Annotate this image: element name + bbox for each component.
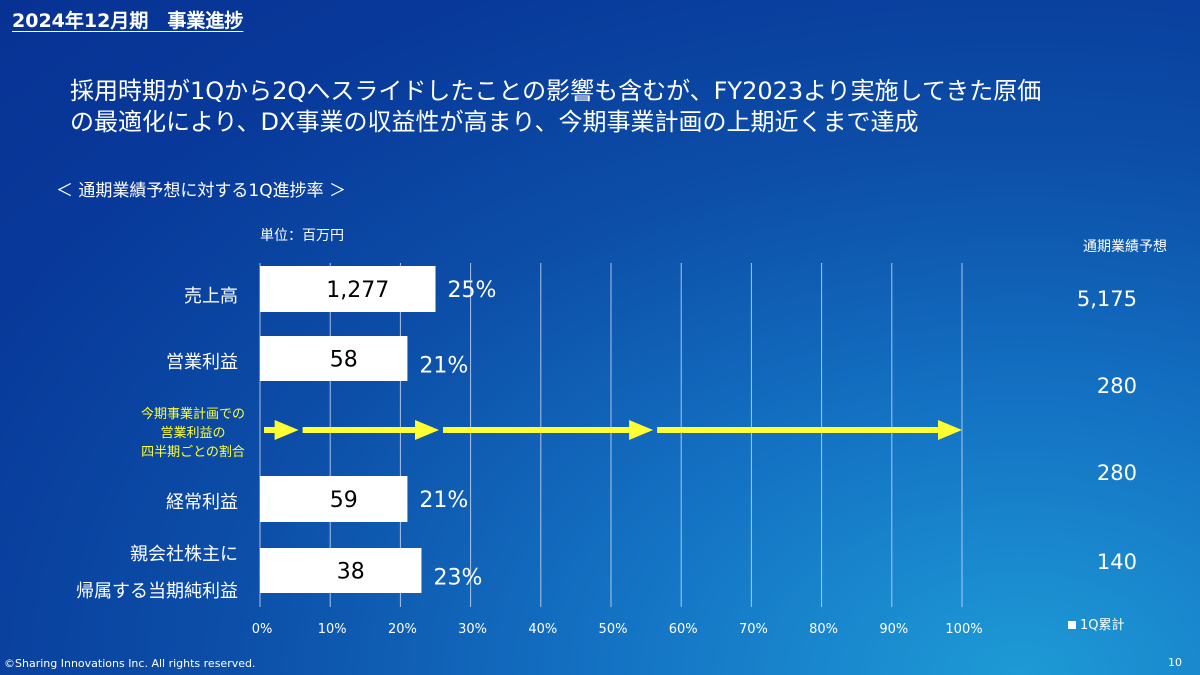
category-label-0-0: 売上高	[184, 286, 238, 307]
x-tick-label-3: 30%	[458, 622, 487, 637]
annotation-line-3: 四半期ごとの割合	[141, 445, 245, 460]
category-label-2-0: 経常利益	[166, 492, 238, 513]
copyright: ©Sharing Innovations Inc. All rights res…	[4, 657, 256, 670]
bar-1	[260, 336, 408, 381]
bar-pct-label-3: 23%	[433, 566, 482, 591]
unit-label: 単位：百万円	[260, 228, 344, 244]
forecast-header: 通期業績予想	[1083, 239, 1167, 255]
x-tick-label-2: 20%	[388, 622, 417, 637]
bar-pct-label-0: 25%	[448, 278, 497, 303]
chart-legend: 1Q累計	[1068, 614, 1125, 633]
arrow-head-1	[415, 420, 440, 440]
x-tick-label-1: 10%	[318, 622, 347, 637]
arrow-head-2	[629, 420, 654, 440]
bar-pct-label-1: 21%	[419, 354, 468, 379]
bar-value-label-3: 38	[337, 560, 365, 585]
forecast-value-3: 140	[1096, 550, 1137, 574]
x-tick-label-0: 0%	[252, 622, 273, 637]
bar-value-label-2: 59	[330, 488, 358, 513]
quarterly-ratio-annotation: 今期事業計画での 営業利益の 四半期ごとの割合	[116, 405, 270, 462]
slide-title: 2024年12月期 事業進捗	[12, 10, 244, 32]
x-tick-label-8: 80%	[809, 622, 838, 637]
x-tick-label-7: 70%	[739, 622, 768, 637]
x-tick-label-4: 40%	[528, 622, 557, 637]
bar-value-label-0: 1,277	[326, 278, 389, 303]
x-tick-label-10: 100%	[945, 622, 982, 637]
chart-subheading: ＜ 通期業績予想に対する1Q進捗率 ＞	[56, 181, 347, 201]
bar-2	[260, 476, 408, 522]
headline: 採用時期が1Qから2Qへスライドしたことの影響も含むが、FY2023より実施して…	[70, 76, 1150, 138]
category-label-1-0: 営業利益	[166, 352, 238, 373]
bar-3	[260, 548, 422, 593]
page-number: 10	[1168, 656, 1182, 669]
forecast-value-2: 280	[1096, 461, 1137, 485]
forecast-value-0: 5,175	[1076, 287, 1137, 311]
bar-pct-label-2: 21%	[419, 488, 468, 513]
x-tick-label-9: 90%	[879, 622, 908, 637]
annotation-line-1: 今期事業計画での	[140, 407, 245, 422]
annotation-line-2: 営業利益の	[160, 426, 226, 441]
forecast-value-1: 280	[1096, 374, 1137, 398]
headline-line-1: 採用時期が1Qから2Qへスライドしたことの影響も含むが、FY2023より実施して…	[70, 77, 1042, 105]
legend-label: 1Q累計	[1080, 618, 1125, 633]
headline-line-2: の最適化により、DX事業の収益性が高まり、今期事業計画の上期近くまで達成	[70, 108, 919, 136]
category-label-3-0: 親会社株主に	[130, 544, 238, 565]
arrow-head-0	[274, 420, 299, 440]
x-tick-label-5: 50%	[599, 622, 628, 637]
arrow-head-3	[938, 420, 962, 440]
category-label-3-1: 帰属する当期純利益	[76, 581, 238, 602]
bar-0	[260, 266, 436, 312]
x-tick-label-6: 60%	[669, 622, 698, 637]
bar-value-label-1: 58	[330, 348, 358, 373]
legend-swatch	[1068, 621, 1076, 629]
